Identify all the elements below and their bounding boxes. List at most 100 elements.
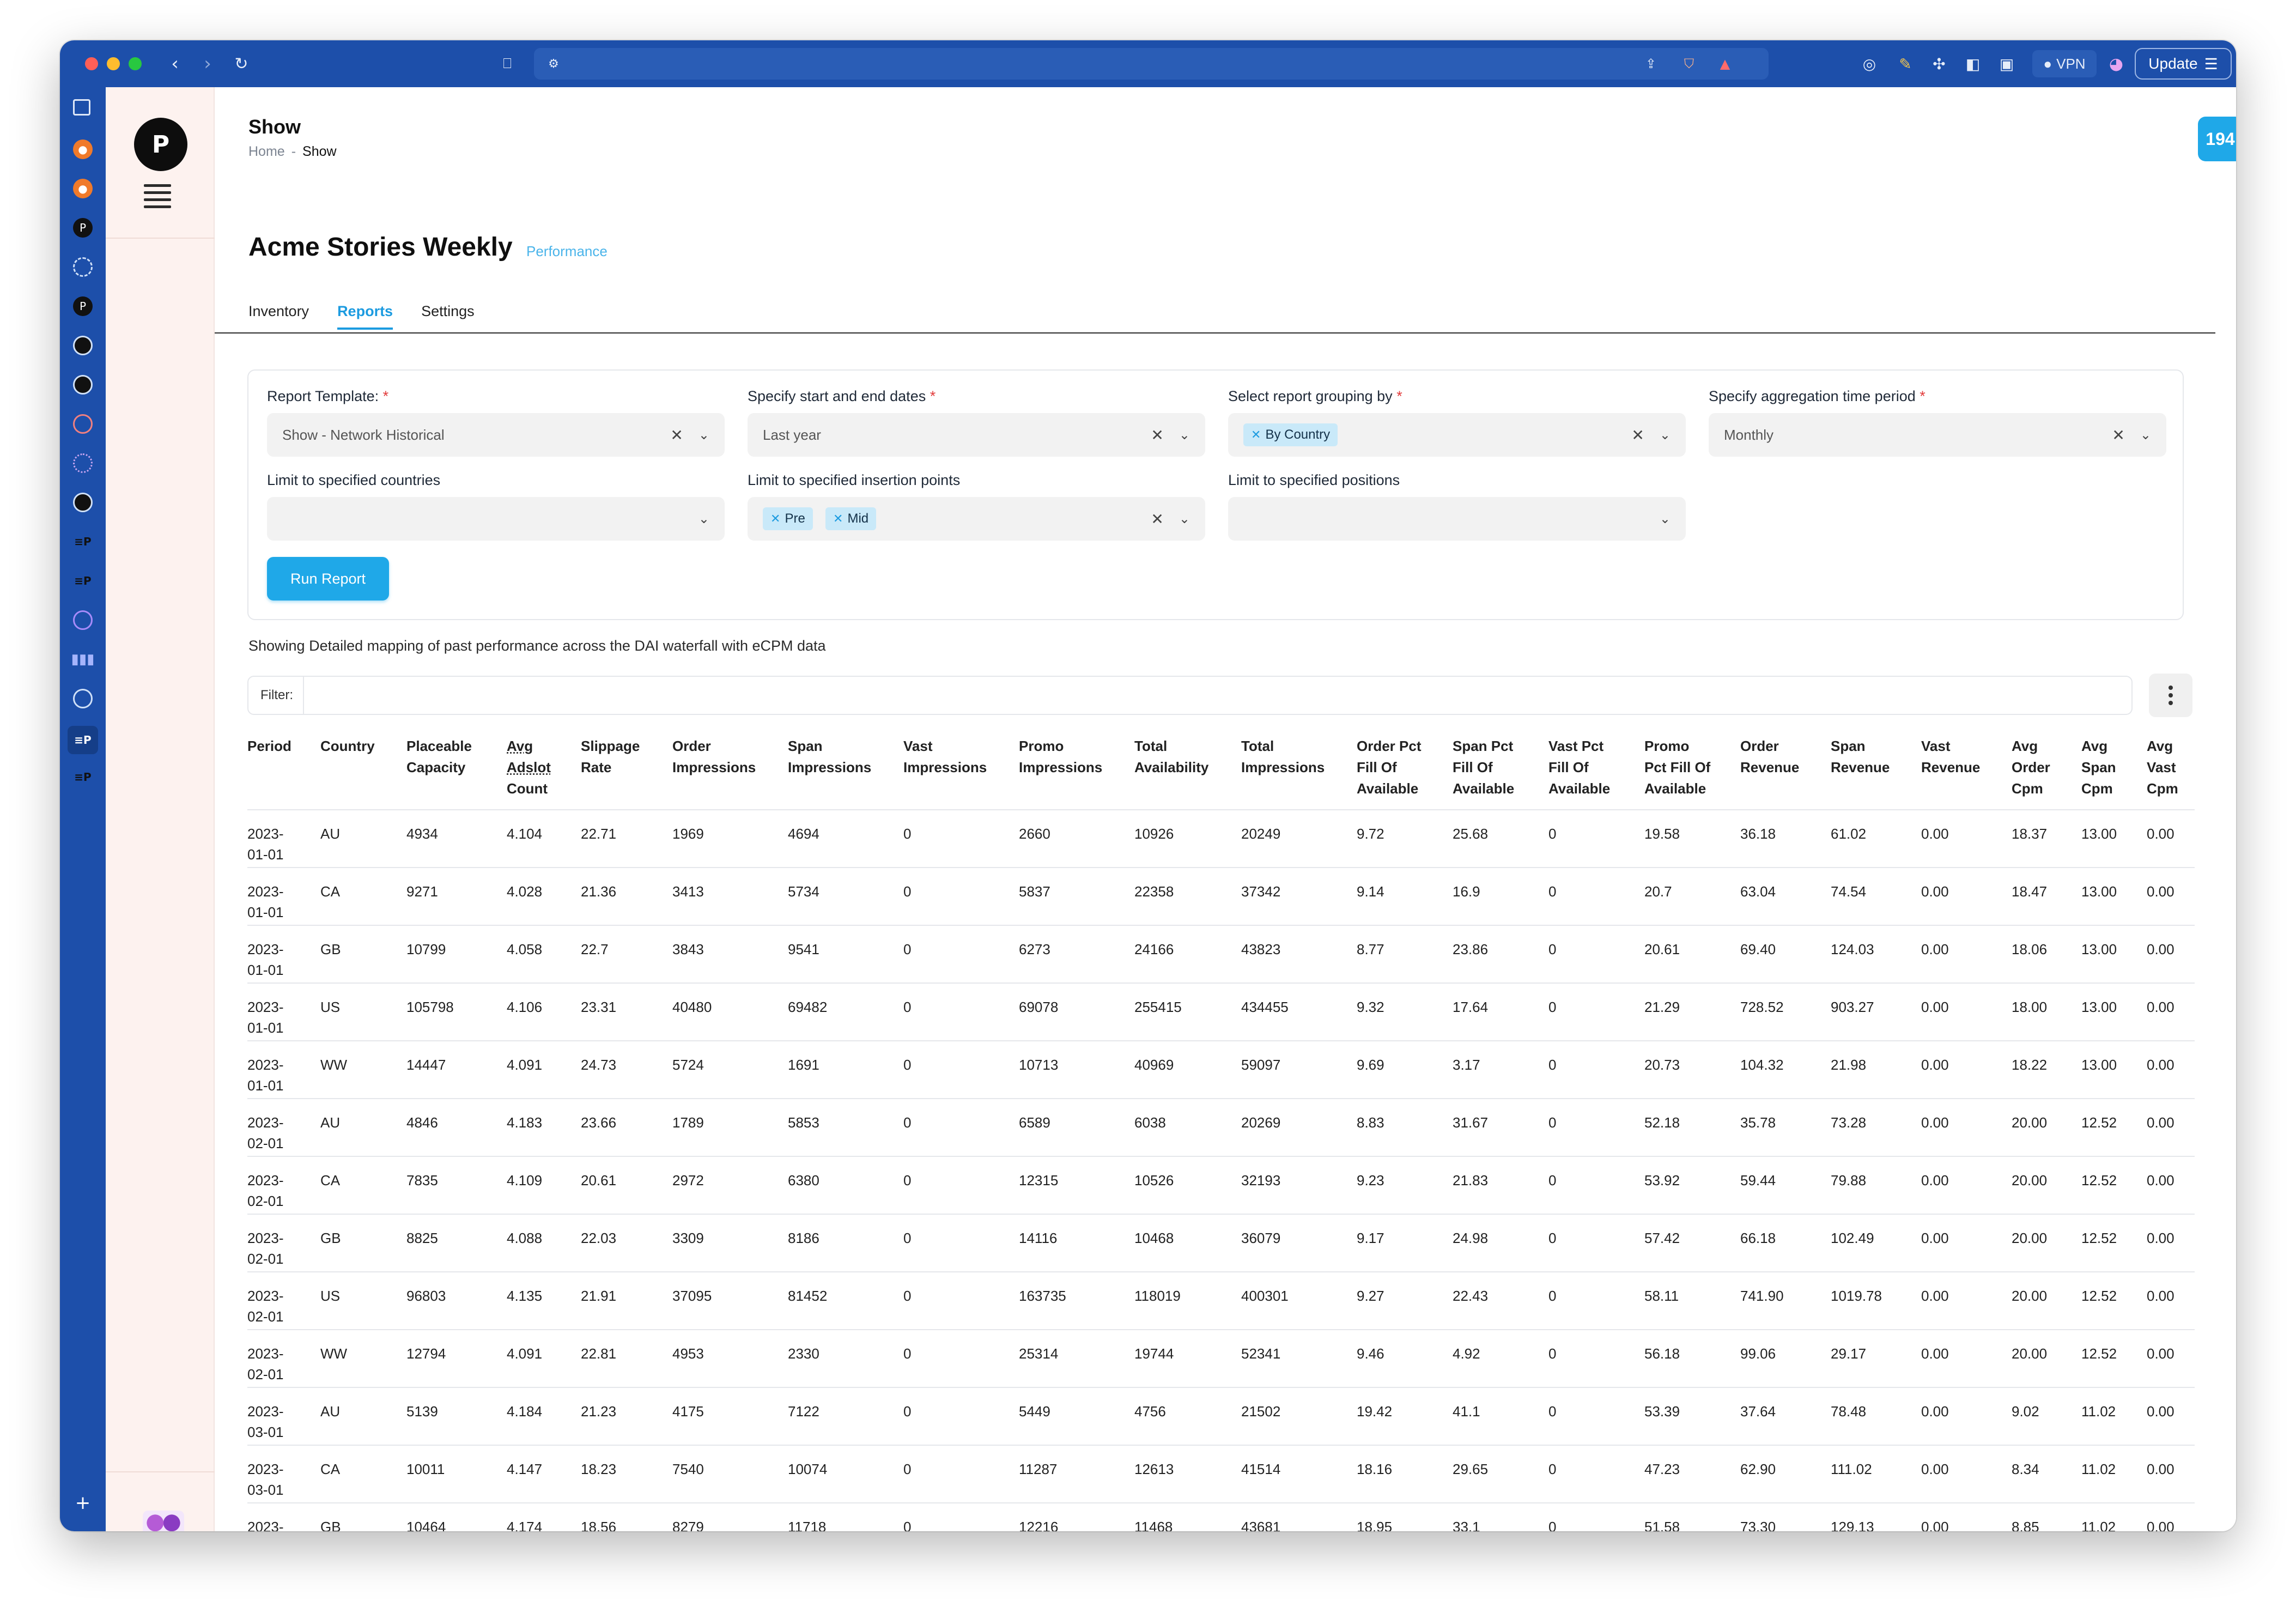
back-icon[interactable]: ‹ — [171, 53, 179, 75]
more-options-icon[interactable] — [2149, 674, 2192, 717]
rewards-icon[interactable]: ▲ — [1720, 56, 1730, 71]
table-row[interactable]: 2023- 01-01 WW 14447 4.091 24.73 5724 1691 0 1071… — [247, 1041, 2195, 1099]
clear-icon[interactable]: ✕ — [1631, 426, 1644, 444]
column-header[interactable]: Avg Adslot Count — [507, 736, 581, 810]
insertion-chip-pre[interactable]: ✕ Pre — [763, 507, 813, 530]
share-icon[interactable]: ⇪ — [1645, 56, 1657, 71]
column-header[interactable]: Vast Impressions — [903, 736, 1019, 810]
bookmark-icon[interactable]: ⎕ — [503, 55, 512, 72]
grouping-chip[interactable]: ✕ By Country — [1243, 423, 1338, 446]
table-row[interactable]: 2023- 01-01 CA 9271 4.028 21.36 3413 5734 0 5837 2… — [247, 868, 2195, 926]
close-window-button[interactable] — [85, 57, 98, 70]
wallet-icon[interactable]: ▣ — [1999, 54, 2014, 73]
tab-settings[interactable]: Settings — [421, 303, 475, 319]
column-header[interactable]: Span Revenue — [1831, 736, 1921, 810]
puzzle-icon[interactable]: ✣ — [1933, 54, 1946, 73]
zoom-window-button[interactable] — [129, 57, 142, 70]
clear-icon[interactable]: ✕ — [670, 426, 683, 444]
column-header[interactable]: Vast Pct Fill Of Available — [1548, 736, 1644, 810]
clear-icon[interactable]: ✕ — [1151, 510, 1164, 528]
update-button[interactable]: Update ☰ — [2135, 48, 2232, 80]
table-row[interactable]: 2023- 02-01 AU 4846 4.183 23.66 1789 5853 0 6589 6… — [247, 1099, 2195, 1157]
chevron-down-icon[interactable]: ⌄ — [698, 511, 709, 526]
column-header[interactable]: Total Availability — [1134, 736, 1241, 810]
column-header[interactable]: Country — [320, 736, 406, 810]
tab-icon-3[interactable]: P — [73, 218, 93, 238]
app-logo[interactable]: P — [134, 118, 187, 171]
tab-icon-5[interactable]: P — [73, 296, 93, 316]
report-template-select[interactable]: Show - Network Historical ✕ ⌄ — [267, 413, 725, 457]
tab-icon-12[interactable]: ≡P — [74, 574, 92, 587]
column-header[interactable]: Span Pct Fill Of Available — [1453, 736, 1548, 810]
chevron-down-icon[interactable]: ⌄ — [1659, 511, 1671, 526]
table-row[interactable]: 2023- 02-01 GB 8825 4.088 22.03 3309 8186 0 14116… — [247, 1214, 2195, 1272]
table-row[interactable]: 2023- 03-01 CA 10011 4.147 18.23 7540 10074 0 112… — [247, 1445, 2195, 1503]
site-settings-icon[interactable]: ⚙ — [548, 57, 559, 71]
aggregation-select[interactable]: Monthly ✕ ⌄ — [1709, 413, 2166, 457]
column-header[interactable]: Order Impressions — [672, 736, 788, 810]
positions-select[interactable]: ⌄ — [1228, 497, 1686, 541]
profile-avatar-icon[interactable]: ◕ — [2109, 54, 2124, 74]
brave-shield-icon[interactable]: ⛉ — [1684, 56, 1694, 71]
clear-icon[interactable]: ✕ — [1151, 426, 1164, 444]
extension-icon[interactable]: ◎ — [1862, 54, 1876, 73]
column-header[interactable]: Promo Impressions — [1019, 736, 1134, 810]
remove-chip-icon[interactable]: ✕ — [1251, 428, 1261, 442]
chevron-down-icon[interactable]: ⌄ — [698, 427, 709, 442]
tab-icon-13[interactable] — [73, 610, 93, 630]
tab-icon-15[interactable] — [73, 689, 93, 708]
column-header[interactable]: Vast Revenue — [1921, 736, 2012, 810]
column-header[interactable]: Total Impressions — [1241, 736, 1357, 810]
tab-icon-6[interactable] — [73, 336, 93, 355]
table-row[interactable]: 2023- 02-01 WW 12794 4.091 22.81 4953 2330 0 2531… — [247, 1330, 2195, 1388]
column-header[interactable]: Avg Order Cpm — [2012, 736, 2081, 810]
clear-icon[interactable]: ✕ — [2112, 426, 2125, 444]
remove-chip-icon[interactable]: ✕ — [770, 512, 781, 526]
menu-toggle-icon[interactable] — [144, 184, 171, 208]
forward-icon[interactable]: › — [204, 53, 211, 75]
filter-input[interactable] — [304, 677, 2131, 714]
tab-icon-4[interactable] — [73, 257, 93, 277]
column-header[interactable]: Slippage Rate — [581, 736, 672, 810]
table-row[interactable]: 2023- 02-01 CA 7835 4.109 20.61 2972 6380 0 12315… — [247, 1156, 2195, 1215]
dates-select[interactable]: Last year ✕ ⌄ — [748, 413, 1205, 457]
table-row[interactable]: 2023- 03-01 AU 5139 4.184 21.23 4175 7122 0 5449 4… — [247, 1387, 2195, 1446]
run-report-button[interactable]: Run Report — [267, 557, 389, 601]
column-header[interactable]: Span Impressions — [788, 736, 903, 810]
chevron-down-icon[interactable]: ⌄ — [1179, 427, 1190, 442]
insertion-points-select[interactable]: ✕ Pre ✕ Mid ✕ ⌄ — [748, 497, 1205, 541]
table-row[interactable]: 2023- 01-01 US 105798 4.106 23.31 40480 69482 0 6… — [247, 983, 2195, 1041]
tab-icon-14[interactable]: ▮▮▮ — [71, 651, 95, 668]
tab-icon-8[interactable] — [73, 414, 93, 434]
sidebar-toggle-icon[interactable]: ◧ — [1965, 54, 1981, 73]
column-header[interactable]: Period — [247, 736, 320, 810]
column-header[interactable]: Order Revenue — [1740, 736, 1831, 810]
column-header[interactable]: Placeable Capacity — [406, 736, 507, 810]
chevron-down-icon[interactable]: ⌄ — [1179, 511, 1190, 526]
tab-icon-1[interactable]: ● — [73, 140, 93, 159]
remove-chip-icon[interactable]: ✕ — [833, 512, 843, 526]
table-row[interactable]: 2023- 01-01 GB 10799 4.058 22.7 3843 9541 0 6273 2… — [247, 925, 2195, 984]
tab-reports[interactable]: Reports — [337, 303, 393, 330]
add-tab-icon[interactable]: + — [75, 1492, 91, 1514]
column-header[interactable]: Avg Vast Cpm — [2147, 736, 2195, 810]
tab-icon-7[interactable] — [73, 375, 93, 395]
sidebar-panel-icon[interactable] — [73, 99, 90, 116]
notification-badge[interactable]: 194 — [2198, 117, 2236, 161]
table-row[interactable]: 2023- 01-01 AU 4934 4.104 22.71 1969 4694 0 2660 1… — [247, 810, 2195, 868]
column-header[interactable]: Promo Pct Fill Of Available — [1644, 736, 1740, 810]
vpn-button[interactable]: ● VPN — [2032, 50, 2097, 77]
insertion-chip-mid[interactable]: ✕ Mid — [825, 507, 877, 530]
address-bar[interactable]: ⚙ ⇪ ⛉ ▲ — [534, 48, 1769, 80]
tab-icon-9[interactable] — [73, 453, 93, 473]
pencil-icon[interactable]: ✎ — [1899, 54, 1912, 73]
tab-icon-2[interactable]: ● — [73, 179, 93, 198]
column-header[interactable]: Avg Span Cpm — [2081, 736, 2147, 810]
table-row[interactable]: 2023- 02-01 US 96803 4.135 21.91 37095 81452 0 16… — [247, 1272, 2195, 1330]
tab-inventory[interactable]: Inventory — [248, 303, 309, 319]
tab-icon-17[interactable]: ≡P — [74, 771, 92, 784]
column-header[interactable]: Order Pct Fill Of Available — [1357, 736, 1453, 810]
tab-icon-11[interactable]: ≡P — [73, 532, 93, 551]
countries-select[interactable]: ⌄ — [267, 497, 725, 541]
reload-icon[interactable]: ↻ — [234, 54, 248, 74]
